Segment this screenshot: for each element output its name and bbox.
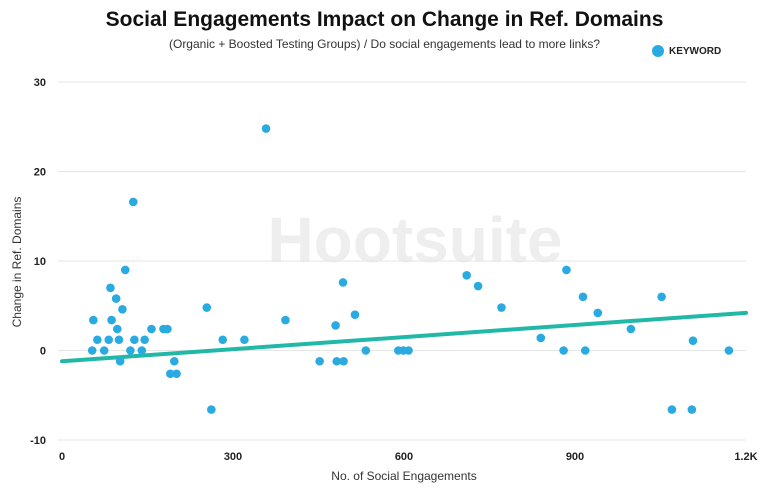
data-point: [126, 346, 135, 355]
x-axis-label: No. of Social Engagements: [331, 469, 476, 483]
data-point: [240, 335, 249, 345]
data-point: [147, 324, 156, 334]
data-point: [562, 265, 571, 275]
x-tick-label: 300: [224, 451, 242, 463]
data-point: [536, 333, 546, 343]
data-point: [462, 271, 472, 280]
data-point: [667, 405, 677, 414]
x-tick-label: 900: [566, 451, 584, 463]
data-point: [107, 315, 116, 325]
data-point: [339, 356, 348, 366]
y-tick-label: -10: [30, 435, 46, 447]
data-point: [404, 346, 413, 355]
data-point: [724, 346, 734, 355]
data-point: [350, 310, 360, 320]
data-point: [361, 346, 371, 355]
data-point: [473, 281, 483, 291]
data-point: [281, 315, 290, 325]
data-point: [140, 335, 149, 345]
y-axis-ticks: -10 0 10 20 30: [30, 77, 46, 447]
data-point: [130, 335, 139, 345]
y-tick-label: 20: [34, 167, 46, 179]
chart-subtitle: (Organic + Boosted Testing Groups) / Do …: [168, 37, 600, 51]
data-point: [172, 369, 181, 379]
data-point: [578, 292, 588, 302]
data-point: [120, 265, 130, 275]
data-point: [261, 124, 271, 133]
data-point: [593, 308, 603, 318]
data-point: [315, 356, 324, 366]
data-point: [111, 294, 121, 303]
data-point: [497, 303, 506, 312]
data-point: [112, 324, 122, 334]
data-point: [338, 278, 348, 287]
data-point: [104, 335, 114, 345]
data-point: [163, 324, 172, 334]
x-axis-ticks: 0 300 600 900 1.2K: [59, 451, 758, 463]
data-points: [87, 124, 734, 414]
data-point: [114, 335, 124, 345]
legend: KEYWORD: [652, 45, 721, 57]
data-point: [688, 336, 698, 345]
data-point: [580, 346, 590, 355]
data-point: [87, 346, 97, 355]
data-point: [207, 405, 216, 414]
data-point: [99, 346, 109, 355]
data-point: [169, 356, 179, 366]
data-point: [218, 335, 228, 345]
data-point: [89, 315, 98, 325]
data-point: [106, 283, 115, 293]
x-tick-label: 1.2K: [734, 451, 757, 463]
data-point: [331, 321, 340, 330]
data-point: [559, 346, 568, 355]
trend-line: [60, 310, 748, 364]
y-tick-label: 0: [40, 346, 46, 358]
data-point: [115, 356, 125, 366]
y-tick-label: 30: [34, 77, 46, 89]
data-point: [93, 335, 102, 345]
y-axis-label: Change in Ref. Domains: [10, 197, 24, 328]
data-point: [202, 303, 212, 312]
data-point: [332, 356, 342, 366]
grid-lines: [58, 81, 746, 441]
legend-marker: [652, 45, 664, 57]
watermark-logo: Hootsuite: [267, 204, 562, 276]
data-point: [626, 324, 636, 334]
data-point: [128, 197, 138, 207]
data-point: [657, 292, 666, 302]
legend-label: KEYWORD: [669, 45, 722, 57]
data-point: [137, 346, 147, 355]
data-point: [687, 405, 697, 414]
data-point: [166, 369, 175, 379]
x-tick-label: 0: [59, 451, 65, 463]
x-tick-label: 600: [395, 451, 413, 463]
y-tick-label: 10: [34, 256, 46, 268]
data-point: [118, 305, 127, 314]
chart-title: Social Engagements Impact on Change in R…: [105, 8, 664, 31]
